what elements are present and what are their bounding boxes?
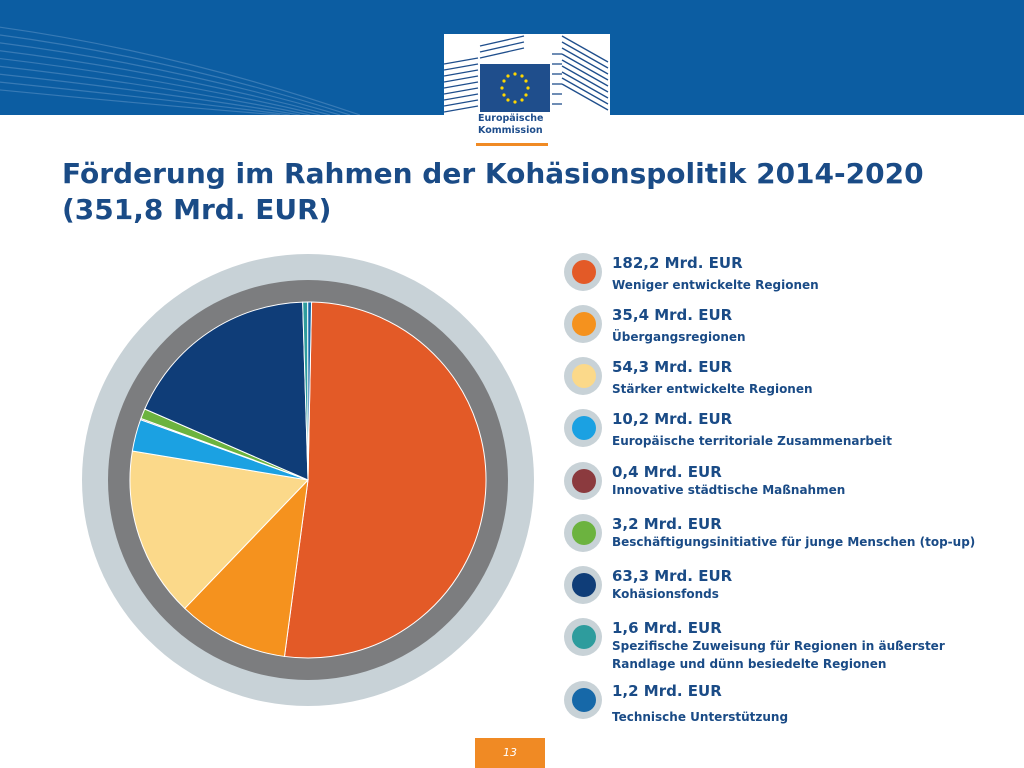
title-line-1: Förderung im Rahmen der Kohäsionspolitik…	[62, 157, 924, 190]
legend-label: Stärker entwickelte Regionen	[612, 382, 813, 396]
logo-line-1: Europäische	[478, 113, 544, 124]
legend-swatch	[572, 312, 596, 336]
legend-value: 63,3 Mrd. EUR	[612, 567, 733, 585]
legend-label: Europäische territoriale Zusammenarbeit	[612, 434, 892, 448]
pie-slice-2	[129, 450, 310, 610]
pie-slice-1	[184, 478, 309, 658]
eu-stars-icon	[500, 72, 530, 104]
legend-swatch-ring	[564, 566, 602, 604]
legend-swatch-ring	[564, 409, 602, 447]
pie-slices	[129, 301, 487, 659]
pie-slice-6	[144, 301, 309, 481]
legend-item: 35,4 Mrd. EUR Übergangsregionen	[564, 305, 1014, 354]
legend-value: 1,6 Mrd. EUR	[612, 619, 722, 637]
legend-label: Weniger entwickelte Regionen	[612, 278, 819, 292]
legend-value: 10,2 Mrd. EUR	[612, 410, 733, 428]
pie-slice-8	[307, 301, 313, 481]
legend-label: Übergangsregionen	[612, 330, 746, 344]
legend-item: 54,3 Mrd. EUR Stärker entwickelte Regione…	[564, 357, 1014, 406]
legend-swatch	[572, 416, 596, 440]
pie-slice-0	[283, 301, 487, 659]
page-title: Förderung im Rahmen der Kohäsionspolitik…	[62, 156, 982, 228]
legend-value: 0,4 Mrd. EUR	[612, 463, 722, 481]
legend-item: 182,2 Mrd. EUR Weniger entwickelte Region…	[564, 253, 1014, 302]
legend-swatch	[572, 260, 596, 284]
logo-line-2: Kommission	[478, 125, 543, 136]
legend-value: 54,3 Mrd. EUR	[612, 358, 733, 376]
legend-swatch-ring	[564, 305, 602, 343]
legend-swatch-ring	[564, 681, 602, 719]
legend-swatch	[572, 469, 596, 493]
title-line-2: (351,8 Mrd. EUR)	[62, 193, 332, 226]
legend-swatch	[572, 625, 596, 649]
legend-label: Technische Unterstützung	[612, 710, 789, 724]
legend-swatch-ring	[564, 618, 602, 656]
legend-swatch	[572, 364, 596, 388]
legend-swatch	[572, 521, 596, 545]
legend-item: 1,6 Mrd. EUR Spezifische Zuweisung für Re…	[564, 618, 1014, 671]
logo-text: Europäische Kommission	[478, 113, 598, 137]
legend-item: 0,4 Mrd. EUR Innovative städtische Maßnah…	[564, 462, 1014, 511]
decorative-sweep	[0, 26, 360, 115]
legend-swatch-ring	[564, 253, 602, 291]
logo-underline	[476, 143, 548, 146]
legend-label: Spezifische Zuweisung für Regionen in äu…	[612, 639, 945, 671]
legend-label: Kohäsionsfonds	[612, 587, 719, 601]
eu-flag-icon	[480, 64, 550, 112]
legend-swatch-ring	[564, 357, 602, 395]
legend-label: Innovative städtische Maßnahmen	[612, 483, 846, 497]
commission-logo	[443, 34, 610, 148]
page-number: 13	[475, 738, 545, 768]
legend-item: 10,2 Mrd. EUR Europäische territoriale Zu…	[564, 409, 1014, 458]
legend-swatch	[572, 573, 596, 597]
legend-value: 182,2 Mrd. EUR	[612, 254, 743, 272]
legend-swatch	[572, 688, 596, 712]
legend-value: 1,2 Mrd. EUR	[612, 682, 722, 700]
legend-label: Beschäftigungsinitiative für junge Mensc…	[612, 535, 976, 549]
legend-value: 3,2 Mrd. EUR	[612, 515, 722, 533]
legend-value: 35,4 Mrd. EUR	[612, 306, 733, 324]
legend-item: 63,3 Mrd. EUR Kohäsionsfonds	[564, 566, 1014, 615]
legend-item: 1,2 Mrd. EUR Technische Unterstützung	[564, 681, 1014, 730]
legend-swatch-ring	[564, 514, 602, 552]
legend-item: 3,2 Mrd. EUR Beschäftigungsinitiative für…	[564, 514, 1014, 563]
legend-swatch-ring	[564, 462, 602, 500]
building-flag-icon	[443, 35, 609, 113]
